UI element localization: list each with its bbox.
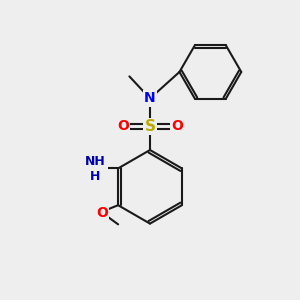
- Text: H: H: [90, 167, 101, 180]
- Text: N: N: [144, 92, 156, 106]
- Text: O: O: [117, 119, 129, 134]
- Text: NH: NH: [84, 158, 106, 171]
- Text: O: O: [171, 119, 183, 134]
- Text: O: O: [96, 206, 108, 220]
- Text: NH
H: NH H: [85, 155, 106, 183]
- Text: S: S: [145, 119, 155, 134]
